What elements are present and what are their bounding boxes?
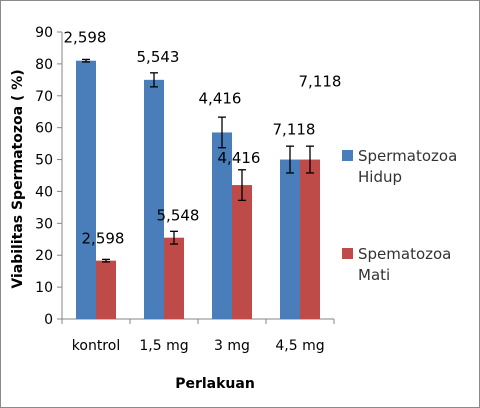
y-tick-label: 90 [35, 25, 53, 41]
data-label: 7,118 [299, 73, 342, 91]
bar [280, 159, 300, 319]
x-tick-label: 4,5 mg [275, 338, 324, 354]
legend-swatch [342, 150, 353, 161]
legend-label: Spermatozoa [358, 147, 457, 165]
data-label: 2,598 [82, 230, 125, 248]
data-label: 4,416 [218, 149, 261, 167]
legend-label: Spematozoa [358, 245, 451, 263]
data-label: 5,543 [137, 48, 180, 66]
y-tick-label: 20 [35, 248, 53, 264]
y-axis: 0 10 20 30 40 50 60 70 80 90 [35, 25, 63, 328]
bar [212, 132, 232, 319]
bars [76, 60, 320, 319]
y-tick-label: 80 [35, 57, 53, 73]
bar [144, 79, 164, 319]
data-label: 5,548 [157, 207, 200, 225]
x-axis-title: Perlakuan [175, 376, 255, 392]
bar [232, 185, 252, 319]
legend-label: Mati [358, 266, 390, 284]
y-tick-label: 30 [35, 216, 53, 232]
y-axis-title: Viabilitas Spermatozoa ( %) [10, 69, 26, 288]
y-tick-label: 50 [35, 153, 53, 169]
data-label: 2,598 [64, 29, 107, 47]
data-labels: 2,598 5,543 4,416 7,118 2,598 5,548 4,416 7,118 [64, 29, 342, 248]
y-tick-label: 60 [35, 121, 53, 137]
x-tick-label: 3 mg [214, 338, 250, 354]
legend: Spermatozoa Hidup Spematozoa Mati [342, 147, 457, 284]
bar [300, 159, 320, 319]
y-tick-label: 40 [35, 184, 53, 200]
bar [76, 60, 96, 319]
bar [96, 260, 116, 319]
error-bars [82, 58, 314, 263]
data-label: 4,416 [199, 89, 242, 107]
legend-label: Hidup [358, 168, 402, 186]
x-tick-label: 1,5 mg [139, 338, 188, 354]
data-label: 7,118 [273, 121, 316, 139]
y-tick-label: 10 [35, 280, 53, 296]
bar [164, 237, 184, 319]
x-axis: kontrol 1,5 mg 3 mg 4,5 mg [61, 318, 335, 354]
y-tick-label: 70 [35, 89, 53, 105]
legend-swatch [342, 248, 353, 259]
y-tick-label: 0 [44, 312, 53, 328]
x-tick-label: kontrol [72, 338, 120, 354]
